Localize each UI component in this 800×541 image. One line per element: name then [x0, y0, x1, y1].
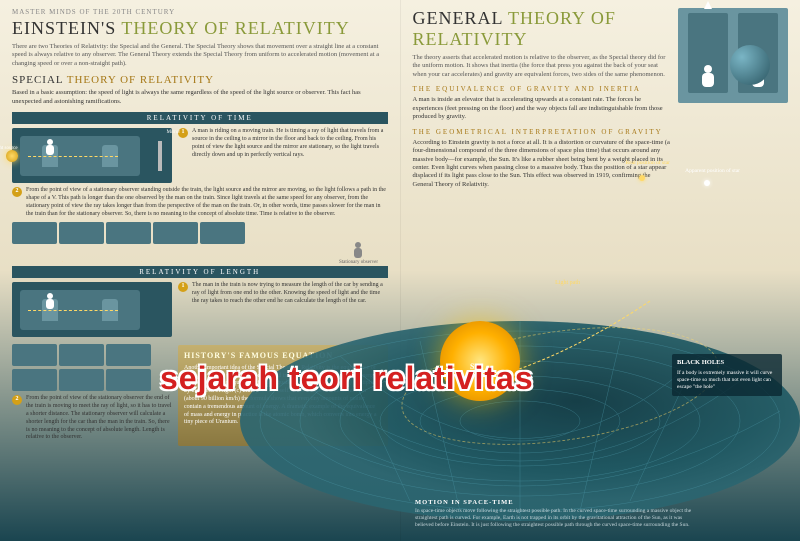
train-scene-length: [12, 282, 172, 337]
step-2b-icon: 2: [12, 395, 22, 405]
blackhole-box: BLACK HOLES If a body is extremely massi…: [672, 354, 782, 396]
geom-title: THE GEOMETRICAL INTERPRETATION OF GRAVIT…: [413, 128, 673, 136]
motion-box: MOTION IN SPACE-TIME In space-time objec…: [415, 499, 695, 529]
length-bar: RELATIVITY OF LENGTH: [12, 266, 388, 278]
elevator-person-icon: [701, 65, 715, 89]
step-1b-icon: 1: [178, 282, 188, 292]
length-p1: The man in the train is now trying to me…: [192, 282, 388, 337]
main-title: EINSTEIN'S THEORY OF RELATIVITY: [12, 18, 388, 39]
planet-icon: [730, 45, 770, 85]
general-heading: GENERAL THEORY OF RELATIVITY: [413, 8, 673, 50]
mirror-icon: [158, 141, 162, 171]
blackhole-body: If a body is extremely massive it will c…: [677, 370, 777, 391]
elevator-scene: [678, 8, 788, 103]
light-source-icon: [6, 150, 18, 162]
main-intro: There are two Theories of Relativity: th…: [12, 43, 388, 68]
equiv-body: A man is inside an elevator that is acce…: [413, 96, 673, 121]
star-real-icon: [639, 175, 645, 181]
motion-title: MOTION IN SPACE-TIME: [415, 499, 695, 507]
app-star-label: Apparent position of star: [685, 168, 740, 174]
arrow-up-icon: [704, 1, 712, 9]
length-p2: From the point of view of the stationary…: [26, 395, 172, 442]
mirror-label: Mirror: [167, 130, 180, 135]
train-row: [12, 222, 388, 244]
observer-icon: Stationary observer: [353, 242, 363, 260]
train-scene-time: Light source Mirror: [12, 128, 172, 183]
time-bar: RELATIVITY OF TIME: [12, 112, 388, 124]
special-heading: SPECIAL THEORY OF RELATIVITY: [12, 74, 388, 86]
light-ray: [28, 156, 118, 157]
light-path-label: Light path: [555, 280, 580, 286]
step-2-icon: 2: [12, 187, 22, 197]
equiv-title: THE EQUIVALENCE OF GRAVITY AND INERTIA: [413, 85, 673, 93]
time-p2: From the point of view of a stationary o…: [26, 187, 388, 218]
time-p1: A man is riding on a moving train. He is…: [192, 128, 388, 183]
passenger-icon: [45, 139, 55, 157]
motion-body: In space-time objects move following the…: [415, 508, 695, 529]
star-app-icon: [704, 180, 710, 186]
blackhole-title: BLACK HOLES: [677, 359, 777, 367]
real-star-label: Real position of star: [626, 160, 670, 166]
special-sub: Based in a basic assumption: the speed o…: [12, 89, 388, 106]
general-intro: The theory asserts that accelerated moti…: [413, 54, 673, 79]
supertitle: MASTER MINDS OF THE 20TH CENTURY: [12, 8, 388, 16]
light-label: Light source: [0, 146, 20, 151]
overlay-watermark: sejarah teori relativitas: [160, 360, 534, 397]
